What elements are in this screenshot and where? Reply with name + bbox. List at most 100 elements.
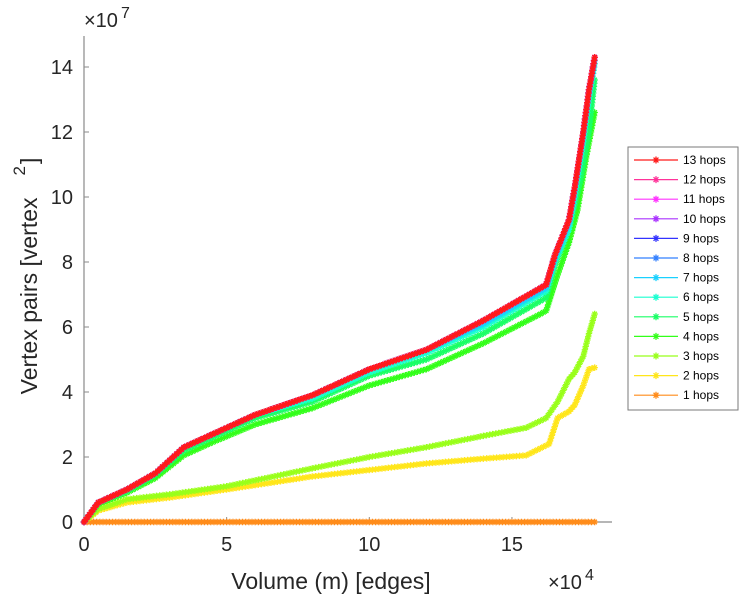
data-point	[209, 434, 216, 441]
data-point	[420, 357, 427, 364]
data-point	[528, 315, 536, 322]
data-point	[279, 402, 286, 409]
data-point	[354, 377, 362, 385]
data-point	[218, 435, 225, 442]
data-point	[496, 314, 503, 321]
data-point	[468, 345, 476, 352]
data-point	[154, 472, 162, 480]
data-point	[192, 442, 199, 449]
data-point	[311, 394, 319, 401]
data-point	[146, 496, 154, 504]
data-point	[226, 482, 234, 489]
data-point	[454, 351, 461, 359]
data-point	[568, 227, 576, 234]
data-point	[348, 380, 356, 387]
data-point	[578, 355, 586, 363]
data-point	[584, 138, 591, 145]
data-point	[537, 417, 544, 424]
data-point	[366, 372, 373, 379]
data-point	[285, 405, 292, 412]
data-point	[159, 491, 167, 499]
data-point	[590, 60, 597, 67]
data-point	[106, 494, 113, 501]
data-point	[420, 366, 427, 374]
data-point	[405, 361, 412, 368]
data-point	[263, 411, 271, 418]
legend-item: 10 hops	[634, 212, 726, 226]
data-point	[582, 148, 589, 155]
data-point	[542, 288, 550, 295]
data-point	[337, 385, 344, 392]
data-point	[288, 411, 295, 418]
x-axis-label: Volume (m) [edges]	[231, 568, 430, 594]
data-point	[585, 518, 592, 526]
data-point	[337, 379, 344, 386]
data-point	[584, 369, 592, 376]
data-point	[300, 395, 307, 402]
data-point	[411, 353, 418, 361]
data-point	[471, 327, 479, 335]
data-point	[496, 454, 504, 461]
data-point	[526, 290, 533, 298]
data-point	[547, 435, 555, 442]
data-point	[576, 193, 583, 201]
data-point	[223, 483, 230, 490]
data-point	[512, 305, 520, 312]
data-point	[135, 479, 142, 487]
data-point	[178, 446, 185, 453]
data-point	[570, 190, 577, 197]
data-point	[240, 420, 247, 427]
data-point	[426, 355, 433, 362]
legend-label: 4 hops	[683, 329, 719, 343]
data-point	[236, 427, 244, 435]
data-point	[189, 440, 196, 447]
data-point	[132, 481, 139, 488]
data-point	[493, 309, 501, 316]
data-point	[273, 408, 280, 416]
y-axis-label-sup: 2	[10, 166, 29, 175]
data-point	[520, 307, 528, 314]
data-point	[378, 361, 385, 369]
data-point	[136, 497, 144, 505]
data-point	[552, 420, 559, 427]
data-point	[590, 314, 597, 321]
data-point	[543, 304, 551, 311]
data-point	[167, 462, 175, 469]
data-point	[175, 456, 182, 463]
data-point	[588, 99, 596, 106]
data-point	[575, 518, 582, 526]
data-point	[591, 518, 598, 526]
data-point	[399, 354, 406, 362]
data-point	[572, 366, 580, 373]
data-point	[257, 413, 265, 420]
data-point	[528, 449, 536, 456]
data-point	[334, 380, 342, 387]
data-point	[387, 362, 394, 369]
data-point	[372, 363, 379, 371]
data-point	[477, 341, 484, 348]
data-point	[590, 57, 598, 64]
data-point	[477, 318, 484, 326]
x-exponent-base: ×10	[548, 572, 582, 594]
legend-marker-icon	[652, 313, 660, 321]
data-point	[266, 417, 274, 424]
data-point	[588, 102, 596, 110]
data-point	[384, 367, 391, 374]
data-point	[114, 499, 121, 506]
y-tick-label: 2	[62, 447, 73, 469]
data-point	[512, 311, 520, 319]
data-point	[267, 473, 275, 481]
data-point	[540, 443, 547, 451]
data-point	[294, 402, 301, 410]
data-point	[525, 450, 533, 458]
data-point	[572, 399, 580, 406]
data-point	[463, 338, 470, 345]
data-point	[276, 414, 283, 421]
data-point	[568, 230, 575, 237]
data-point	[440, 337, 447, 345]
data-point	[534, 299, 541, 306]
data-point	[588, 518, 595, 526]
legend-label: 13 hops	[683, 153, 726, 167]
data-point	[468, 323, 476, 330]
data-point	[445, 339, 453, 346]
